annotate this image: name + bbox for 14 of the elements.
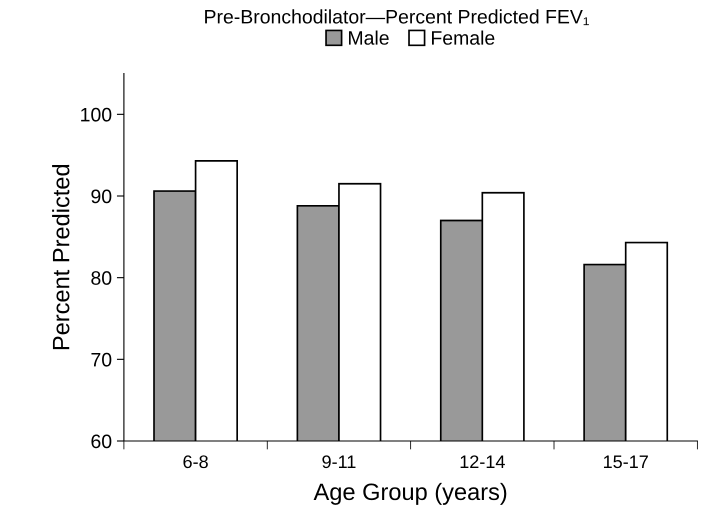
- x-tick-label: 6-8: [183, 455, 208, 468]
- chart-title: Pre-Bronchodilator—Percent Predicted FEV₁: [205, 9, 589, 26]
- y-tick-label: 100: [81, 108, 112, 122]
- x-tick-label: 15-17: [604, 456, 648, 468]
- y-tick-label: 70: [91, 352, 112, 367]
- y-tick-label: 80: [91, 271, 112, 285]
- y-tick-label: 90: [91, 189, 112, 204]
- y-tick-label: 60: [91, 434, 112, 448]
- x-axis-title: Age Group (years): [314, 482, 506, 505]
- x-tick-label: 12-14: [460, 455, 505, 468]
- y-axis-title: Percent Predicted: [52, 164, 70, 350]
- legend-label: Male: [349, 30, 389, 45]
- legend-label: Female: [432, 30, 494, 45]
- x-tick-label: 9-11: [322, 455, 356, 468]
